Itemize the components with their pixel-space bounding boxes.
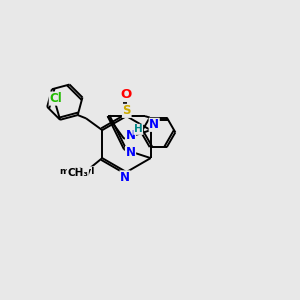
Text: S: S: [122, 104, 131, 117]
Text: N: N: [149, 118, 159, 131]
Text: N: N: [125, 129, 136, 142]
Text: N: N: [120, 171, 130, 184]
Text: Cl: Cl: [49, 92, 62, 105]
Text: N: N: [125, 146, 136, 160]
Text: CH₃: CH₃: [67, 168, 88, 178]
Text: O: O: [121, 88, 132, 101]
Text: H: H: [134, 124, 142, 134]
Text: methyl: methyl: [59, 167, 94, 176]
